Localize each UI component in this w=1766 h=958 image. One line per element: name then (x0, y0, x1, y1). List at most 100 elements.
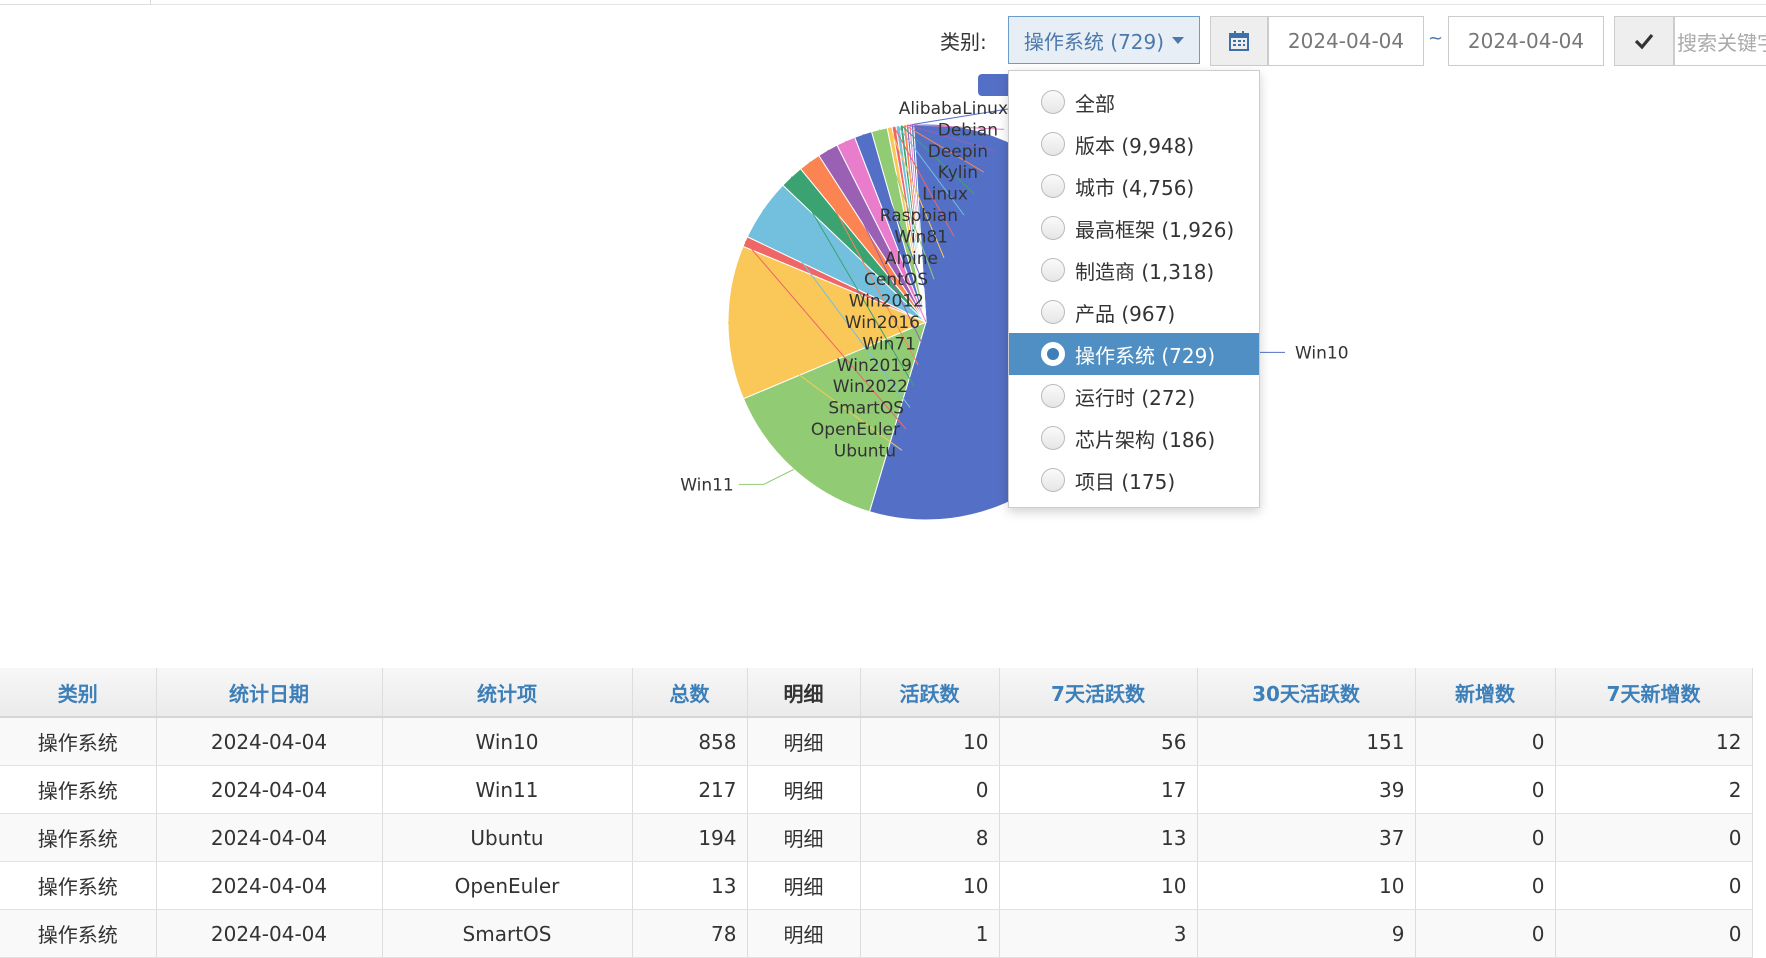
pie-leader-line (809, 161, 919, 366)
cell-total: 13 (632, 861, 748, 910)
dropdown-item-label: 操作系统 (729) (1075, 343, 1216, 368)
pie-leader-line (909, 124, 1005, 130)
pie-leader-line (907, 124, 995, 152)
pie-label: Win2016 (845, 313, 920, 333)
cell-date: 2024-04-04 (156, 717, 383, 766)
cell-active-7d: 3 (999, 909, 1198, 958)
cell-active-7d: 56 (999, 717, 1198, 766)
cell-active-30d: 37 (1197, 813, 1416, 862)
cell-new: 0 (1415, 765, 1556, 814)
date-from-input[interactable]: 2024-04-04 (1268, 16, 1424, 66)
header-active[interactable]: 活跃数 (860, 668, 1000, 718)
table-row: 操作系统 2024-04-04 SmartOS 78 明细 1 3 9 0 0 (0, 909, 1753, 958)
dropdown-item[interactable]: 全部 (1009, 81, 1259, 123)
pie-leader-line (827, 149, 923, 344)
cell-active-30d: 9 (1197, 909, 1416, 958)
dropdown-item[interactable]: 芯片架构 (186) (1009, 417, 1259, 459)
pie-leader-line (744, 241, 907, 430)
header-new[interactable]: 新增数 (1415, 668, 1556, 718)
dropdown-item[interactable]: 版本 (9,948) (1009, 123, 1259, 165)
cell-category[interactable]: 操作系统 (0, 909, 157, 958)
cell-detail-link[interactable]: 明细 (747, 813, 861, 862)
radio-icon[interactable] (1041, 300, 1065, 324)
dropdown-item-label: 最高框架 (1,926) (1075, 217, 1235, 242)
header-total[interactable]: 总数 (632, 668, 748, 718)
category-dropdown-menu: 全部版本 (9,948) 城市 (4,756) 最高框架 (1,926) 制造商 (1… (1008, 70, 1260, 508)
cell-active: 0 (860, 765, 1000, 814)
dropdown-item[interactable]: 产品 (967) (1009, 291, 1259, 333)
radio-icon[interactable] (1041, 426, 1065, 450)
dropdown-item[interactable]: 运行时 (272) (1009, 375, 1259, 417)
radio-icon[interactable] (1041, 132, 1065, 156)
category-dropdown-button[interactable]: 操作系统 (729) (1008, 16, 1200, 64)
header-active-7d[interactable]: 7天活跃数 (999, 668, 1198, 718)
pie-label: OpenEuler (811, 420, 900, 440)
cell-detail-link[interactable]: 明细 (747, 909, 861, 958)
header-category[interactable]: 类别 (0, 668, 157, 718)
pie-slice[interactable] (742, 321, 927, 513)
radio-icon[interactable] (1041, 90, 1065, 114)
dropdown-item-label: 全部 (1075, 91, 1115, 116)
pie-label: Win2019 (837, 356, 912, 376)
date-to-input[interactable]: 2024-04-04 (1448, 16, 1604, 66)
cell-category[interactable]: 操作系统 (0, 765, 157, 814)
radio-icon[interactable] (1041, 216, 1065, 240)
cell-item[interactable]: OpenEuler (382, 861, 633, 910)
search-input[interactable]: 搜索关键字 (1674, 16, 1766, 66)
header-active-30d[interactable]: 30天活跃数 (1197, 668, 1416, 718)
dropdown-item[interactable]: 城市 (4,756) (1009, 165, 1259, 207)
cell-category[interactable]: 操作系统 (0, 717, 157, 766)
radio-icon[interactable] (1041, 342, 1065, 366)
cell-active-30d: 39 (1197, 765, 1416, 814)
radio-icon[interactable] (1041, 258, 1065, 282)
pie-label: Linux (922, 185, 968, 205)
cell-detail-link[interactable]: 明细 (747, 717, 861, 766)
top-tab[interactable] (0, 0, 151, 5)
header-new-7d[interactable]: 7天新增数 (1555, 668, 1753, 718)
cell-date: 2024-04-04 (156, 909, 383, 958)
calendar-button[interactable] (1210, 16, 1268, 66)
pie-leader-line (912, 107, 1015, 125)
cell-new: 0 (1415, 813, 1556, 862)
cell-active-7d: 10 (999, 861, 1198, 910)
header-item[interactable]: 统计项 (382, 668, 633, 718)
cell-item[interactable]: Win11 (382, 765, 633, 814)
date-separator: ~ (1428, 28, 1444, 49)
calendar-icon (1229, 31, 1249, 51)
header-date[interactable]: 统计日期 (156, 668, 383, 718)
dropdown-item-label: 运行时 (272) (1075, 385, 1196, 410)
cell-item[interactable]: Ubuntu (382, 813, 633, 862)
dropdown-item[interactable]: 制造商 (1,318) (1009, 249, 1259, 291)
category-label: 类别: (940, 30, 987, 54)
cell-item[interactable]: SmartOS (382, 909, 633, 958)
check-icon (1634, 33, 1654, 50)
cell-active: 10 (860, 717, 1000, 766)
confirm-button[interactable] (1614, 16, 1674, 66)
cell-date: 2024-04-04 (156, 813, 383, 862)
pie-label: Win2012 (849, 292, 924, 312)
pie-label: Ubuntu (834, 441, 896, 461)
cell-item[interactable]: Win10 (382, 717, 633, 766)
dropdown-item[interactable]: 项目 (175) (1009, 459, 1259, 501)
radio-icon[interactable] (1041, 174, 1065, 198)
cell-active: 8 (860, 813, 1000, 862)
cell-new-7d: 0 (1555, 909, 1753, 958)
top-border (0, 0, 1766, 5)
cell-category[interactable]: 操作系统 (0, 813, 157, 862)
cell-total: 217 (632, 765, 748, 814)
cell-detail-link[interactable]: 明细 (747, 765, 861, 814)
cell-detail-link[interactable]: 明细 (747, 861, 861, 910)
table-row: 操作系统 2024-04-04 Win10 858 明细 10 56 151 0 12 (0, 717, 1753, 766)
radio-icon[interactable] (1041, 384, 1065, 408)
cell-active-30d: 151 (1197, 717, 1416, 766)
dropdown-item-label: 芯片架构 (186) (1075, 427, 1216, 452)
radio-icon[interactable] (1041, 468, 1065, 492)
cell-active: 1 (860, 909, 1000, 958)
cell-new-7d: 12 (1555, 717, 1753, 766)
pie-label: CentOS (864, 270, 928, 290)
dropdown-item[interactable]: 最高框架 (1,926) (1009, 207, 1259, 249)
cell-category[interactable]: 操作系统 (0, 861, 157, 910)
dropdown-item[interactable]: 操作系统 (729) (1009, 333, 1259, 375)
cell-active: 10 (860, 861, 1000, 910)
pie-leader-line (904, 124, 985, 173)
